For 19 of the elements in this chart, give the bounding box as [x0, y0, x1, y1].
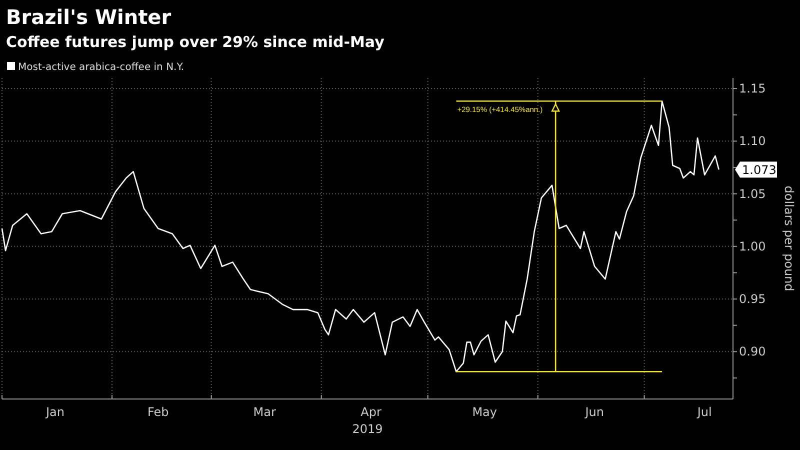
- annotation: 1.073: [742, 163, 776, 178]
- y-tick-label: 1.10: [739, 134, 766, 148]
- y-tick-label: 0.95: [739, 292, 766, 306]
- y-axis-title: dollars per pound: [782, 186, 796, 292]
- y-tick-label: 0.90: [739, 344, 766, 359]
- x-axis-title: 2019: [352, 422, 383, 436]
- x-tick-label: Mar: [253, 405, 276, 419]
- x-tick-label: Feb: [148, 405, 169, 419]
- x-tick-label: May: [472, 405, 498, 419]
- x-tick-label: Jun: [584, 405, 604, 419]
- legend-label: Most-active arabica-coffee in N.Y.: [18, 62, 184, 73]
- x-tick-label: Jan: [44, 405, 64, 419]
- x-tick-label: Apr: [360, 405, 382, 419]
- chart-subtitle: Coffee futures jump over 29% since mid-May: [6, 33, 385, 51]
- y-tick-label: 1.15: [739, 82, 766, 96]
- y-tick-label: 1.05: [739, 186, 766, 201]
- chart-title: Brazil's Winter: [6, 5, 172, 29]
- x-tick-label: Jul: [696, 405, 712, 419]
- y-tick-label: 1.00: [739, 239, 766, 254]
